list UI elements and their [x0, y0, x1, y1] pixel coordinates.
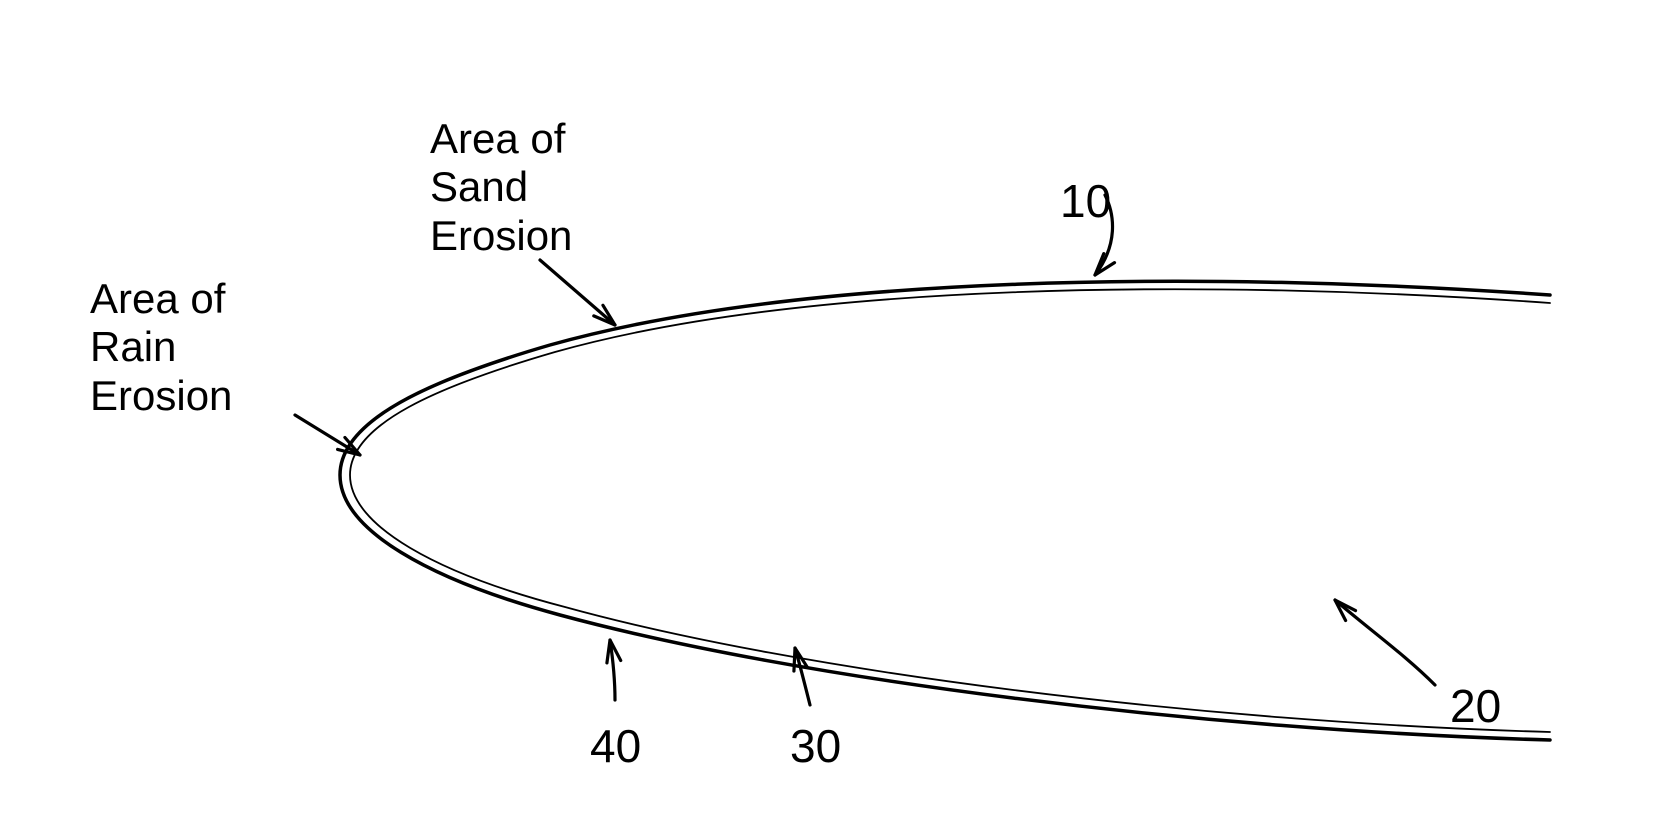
- ref-20: 20: [1450, 680, 1501, 733]
- arrow-shaft: [1335, 600, 1435, 685]
- airfoil-inner: [350, 289, 1550, 732]
- ref-10: 10: [1060, 175, 1111, 228]
- arrow-shaft: [795, 648, 810, 705]
- ref-40: 40: [590, 720, 641, 773]
- ref-30: 30: [790, 720, 841, 773]
- arrow-shaft: [540, 260, 615, 325]
- airfoil-outer: [340, 281, 1550, 740]
- label-sand-erosion: Area of Sand Erosion: [430, 115, 572, 260]
- diagram-svg: [0, 0, 1680, 840]
- label-rain-erosion: Area of Rain Erosion: [90, 275, 232, 420]
- arrow-shaft: [295, 415, 360, 455]
